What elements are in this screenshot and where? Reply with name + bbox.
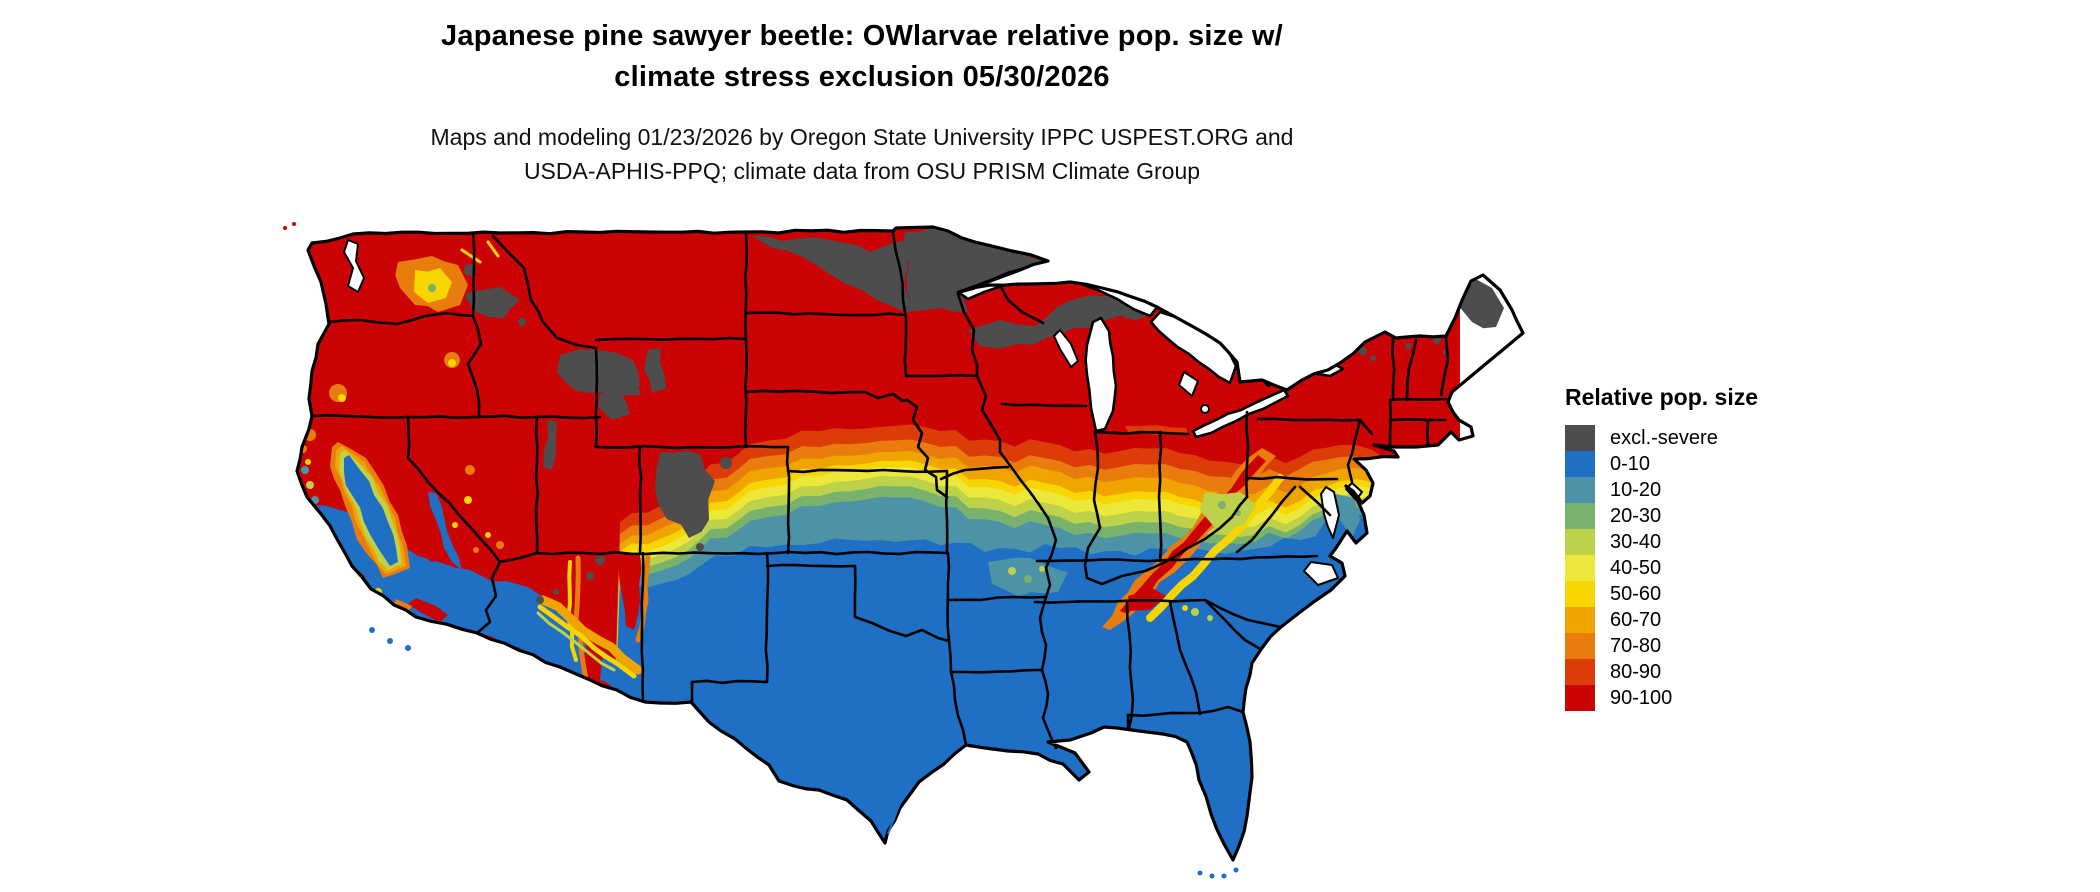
legend-label: 20-30 (1610, 505, 1662, 527)
legend-item: 40-50 (1565, 555, 1758, 581)
title-line-2: climate stress exclusion 05/30/2026 (614, 61, 1110, 93)
legend-label: 80-90 (1610, 661, 1662, 683)
legend-item: 70-80 (1565, 633, 1758, 659)
page-title: Japanese pine sawyer beetle: OWlarvae re… (260, 16, 1464, 98)
map-legend: Relative pop. size excl.-severe 0-10 10-20… (1565, 384, 1758, 711)
legend-title: Relative pop. size (1565, 384, 1759, 410)
legend-swatch (1565, 555, 1595, 581)
legend-label: excl.-severe (1610, 427, 1718, 449)
legend-item: 10-20 (1565, 477, 1758, 503)
legend-label: 10-20 (1610, 479, 1662, 501)
legend-swatch (1565, 425, 1595, 451)
legend-swatch (1565, 529, 1595, 555)
legend-label: 0-10 (1610, 453, 1651, 475)
legend-item: excl.-severe (1565, 425, 1758, 451)
legend-item: 30-40 (1565, 529, 1758, 555)
page-subtitle: Maps and modeling 01/23/2026 by Oregon S… (260, 120, 1464, 188)
legend-swatch (1565, 477, 1595, 503)
legend-label: 90-100 (1610, 687, 1673, 709)
title-line-1: Japanese pine sawyer beetle: OWlarvae re… (441, 20, 1283, 52)
legend-swatch (1565, 607, 1595, 633)
legend-item: 50-60 (1565, 581, 1758, 607)
subtitle-line-2: USDA-APHIS-PPQ; climate data from OSU PR… (523, 158, 1201, 184)
legend-item: 80-90 (1565, 659, 1758, 685)
legend-label: 40-50 (1610, 557, 1662, 579)
legend-swatch (1565, 633, 1595, 659)
subtitle-line-1: Maps and modeling 01/23/2026 by Oregon S… (430, 124, 1294, 150)
legend-item: 20-30 (1565, 503, 1758, 529)
legend-label: 30-40 (1610, 531, 1662, 553)
legend-label: 70-80 (1610, 635, 1662, 657)
legend-item: 90-100 (1565, 685, 1758, 711)
legend-swatch (1565, 581, 1595, 607)
legend-swatch (1565, 503, 1595, 529)
legend-item: 60-70 (1565, 607, 1758, 633)
legend-swatch (1565, 685, 1595, 711)
legend-item: 0-10 (1565, 451, 1758, 477)
legend-label: 50-60 (1610, 583, 1662, 605)
legend-label: 60-70 (1610, 609, 1662, 631)
legend-swatch (1565, 451, 1595, 477)
legend-swatch (1565, 659, 1595, 685)
legend-items: excl.-severe 0-10 10-20 20-30 30-40 40-50 50-6… (1565, 425, 1758, 711)
